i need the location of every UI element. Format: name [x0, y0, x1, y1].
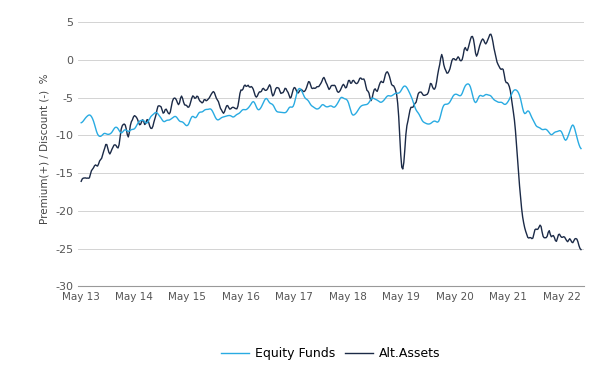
Y-axis label: Premium(+) / Discount (-)  %: Premium(+) / Discount (-) %	[40, 73, 50, 224]
Legend: Equity Funds, Alt.Assets: Equity Funds, Alt.Assets	[217, 342, 445, 365]
Line: Alt.Assets: Alt.Assets	[81, 34, 581, 250]
Line: Equity Funds: Equity Funds	[81, 84, 581, 149]
